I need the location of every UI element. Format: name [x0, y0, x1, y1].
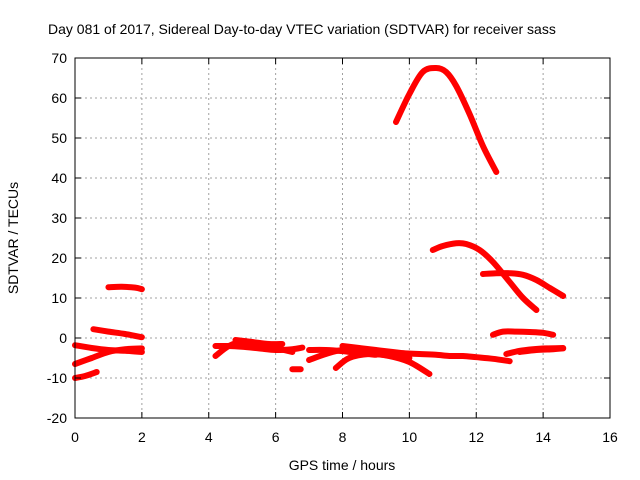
x-tick-label: 6 — [272, 429, 280, 445]
y-tick-label: 50 — [51, 130, 67, 146]
x-axis-label: GPS time / hours — [289, 457, 396, 473]
x-tick-label: 10 — [402, 429, 418, 445]
axis-ticks: 0 2 4 6 8 10 12 14 16 -20 -10 0 10 20 30 40 50 60 70 — [47, 50, 618, 445]
series-arc-6 — [489, 328, 557, 338]
x-tick-label: 2 — [138, 429, 146, 445]
series-arc-5 — [90, 326, 145, 341]
y-tick-label: 0 — [59, 330, 67, 346]
x-tick-label: 14 — [535, 429, 551, 445]
series-arc-17 — [339, 343, 413, 357]
x-tick-label: 16 — [602, 429, 618, 445]
series-arc-3 — [479, 270, 567, 299]
y-tick-label: 60 — [51, 90, 67, 106]
series-arc-16 — [332, 350, 433, 377]
x-tick-label: 8 — [339, 429, 347, 445]
y-tick-label: -20 — [47, 410, 67, 426]
x-tick-label: 12 — [468, 429, 484, 445]
series-arc-4 — [105, 283, 145, 293]
y-tick-label: -10 — [47, 370, 67, 386]
chart-title: Day 081 of 2017, Sidereal Day-to-day VTE… — [48, 21, 556, 37]
series-arc-20 — [516, 345, 567, 355]
series-arc-8 — [72, 345, 145, 367]
x-tick-label: 4 — [205, 429, 213, 445]
y-axis-label: SDTVAR / TECUs — [5, 182, 21, 294]
series-arc-18 — [399, 350, 513, 365]
y-tick-label: 70 — [51, 50, 67, 66]
data-traces — [72, 64, 567, 381]
series-arc-9 — [72, 369, 100, 381]
series-arc-12 — [232, 337, 286, 348]
series-arc-2 — [429, 240, 540, 313]
x-tick-label: 0 — [71, 429, 79, 445]
y-tick-label: 40 — [51, 170, 67, 186]
y-tick-label: 30 — [51, 210, 67, 226]
series-arc-1 — [393, 64, 500, 175]
y-tick-label: 20 — [51, 250, 67, 266]
y-tick-label: 10 — [51, 290, 67, 306]
